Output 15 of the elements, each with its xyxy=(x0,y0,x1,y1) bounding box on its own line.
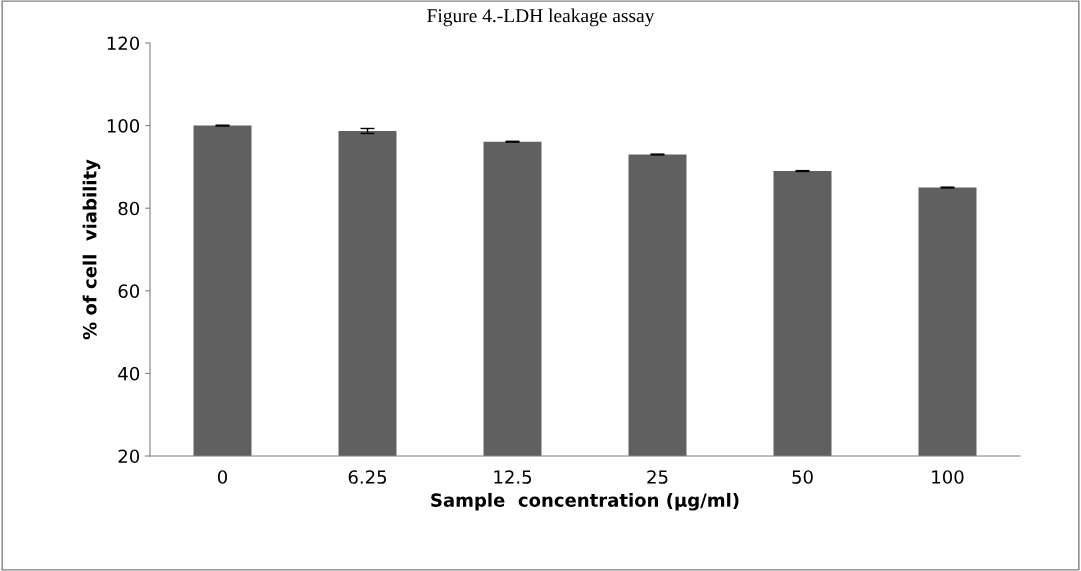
chart-title: Figure 4.-LDH leakage assay xyxy=(427,8,655,27)
y-tick-label: 80 xyxy=(118,201,140,216)
x-tick-label: 6.25 xyxy=(348,470,387,484)
x-tick-label: 50 xyxy=(792,470,813,484)
y-tick-label: 60 xyxy=(118,284,140,298)
x-axis-title: Sample concentration (µg/ml) xyxy=(431,492,739,511)
y-axis-title: % of cell viability xyxy=(82,159,101,340)
x-tick-label: 0 xyxy=(217,470,228,484)
x-tick-label: 12.5 xyxy=(494,470,532,484)
x-tick-label: 100 xyxy=(932,470,964,484)
y-tick-label: 40 xyxy=(118,366,140,381)
y-tick-label: 120 xyxy=(107,36,140,51)
x-tick-label: 25 xyxy=(647,470,668,484)
y-tick-label: 100 xyxy=(107,119,140,133)
y-tick-label: 20 xyxy=(118,449,140,464)
